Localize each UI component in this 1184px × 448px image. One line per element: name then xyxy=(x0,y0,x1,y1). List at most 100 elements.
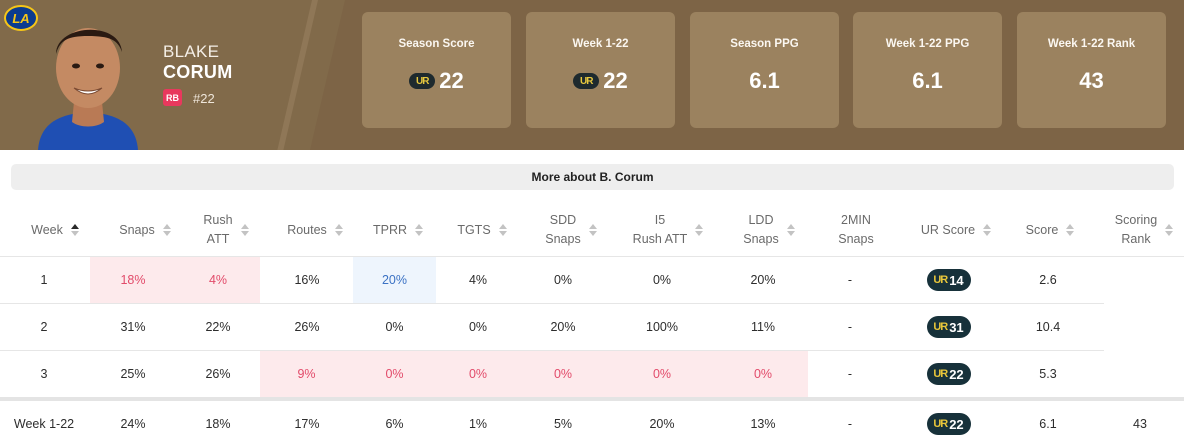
cell-rush-att: 22% xyxy=(205,320,231,334)
stat-value: 43 xyxy=(1079,68,1104,93)
cell-ldd-snaps: 11% xyxy=(750,320,776,334)
column-header-ur-score[interactable]: UR Score xyxy=(906,205,1006,255)
svg-text:LA: LA xyxy=(12,11,29,26)
cell-rush-att: 26% xyxy=(205,367,231,381)
sort-icon[interactable] xyxy=(588,224,597,236)
ur-logo-icon: UR xyxy=(933,321,948,333)
stat-label: Week 1-22 Rank xyxy=(1047,38,1136,50)
column-header-routes[interactable]: Routes xyxy=(270,205,360,255)
cell-scoring-rank xyxy=(1104,304,1184,350)
cell-scoring-rank xyxy=(1104,257,1184,303)
cell-rush-att: 18% xyxy=(205,417,231,431)
column-header-week[interactable]: Week xyxy=(20,205,90,255)
cell-2min-snaps: - xyxy=(847,417,853,431)
stat-value: 6.1 xyxy=(912,68,943,93)
cell-ldd-snaps: 13% xyxy=(750,417,776,431)
column-header-2min-snaps[interactable]: 2MIN Snaps xyxy=(838,213,874,246)
cell-i5-rush-att: 100% xyxy=(646,320,678,334)
ur-logo-icon: UR xyxy=(573,73,600,89)
sort-icon[interactable] xyxy=(334,224,343,236)
cell-ldd-snaps: 20% xyxy=(750,273,776,287)
stat-card-week-rank: Week 1-22 Rank 43 xyxy=(1017,12,1166,128)
cell-ur-score: UR 31 xyxy=(892,304,1006,350)
cell-routes: 17% xyxy=(294,417,320,431)
jersey-number: #22 xyxy=(193,91,215,106)
sort-icon[interactable] xyxy=(1165,224,1174,236)
sort-icon[interactable] xyxy=(240,224,249,236)
cell-snaps: 18% xyxy=(90,257,176,303)
cell-ur-score: UR 22 xyxy=(892,351,1006,397)
cell-scoring-rank xyxy=(1104,351,1184,397)
cell-sdd-snaps: 0% xyxy=(553,273,573,287)
sort-icon[interactable] xyxy=(498,224,507,236)
cell-sdd-snaps: 5% xyxy=(553,417,573,431)
sort-icon[interactable] xyxy=(983,224,992,236)
sort-asc-icon[interactable] xyxy=(70,224,79,236)
column-header-tprr[interactable]: TPRR xyxy=(356,205,440,255)
ur-logo-icon: UR xyxy=(933,368,948,380)
divider xyxy=(0,256,1184,257)
cell-tprr: 6% xyxy=(385,417,404,431)
team-logo-icon: LA xyxy=(4,5,38,31)
cell-tgts: 1% xyxy=(468,417,488,431)
stat-card-season-score: Season Score UR 22 xyxy=(362,12,511,128)
cell-i5-rush-att: 0% xyxy=(652,273,672,287)
cell-score: 2.6 xyxy=(1039,273,1057,287)
cell-week: 1 xyxy=(40,273,48,287)
ur-score-pill: UR 22 xyxy=(927,413,971,435)
total-divider xyxy=(0,397,1184,401)
cell-scoring-rank: 43 xyxy=(1133,417,1147,431)
cell-2min-snaps: - xyxy=(847,320,853,334)
column-header-sdd-snaps[interactable]: SDD Snaps xyxy=(526,205,616,255)
player-photo xyxy=(38,28,138,150)
cell-score: 10.4 xyxy=(1035,320,1061,334)
position-badge: RB xyxy=(163,89,182,106)
cell-tgts: 4% xyxy=(468,273,488,287)
sort-icon[interactable] xyxy=(695,224,704,236)
more-about-button[interactable]: More about B. Corum xyxy=(11,164,1174,190)
sort-icon[interactable] xyxy=(415,224,424,236)
cell-routes: 26% xyxy=(294,320,320,334)
ur-logo-icon: UR xyxy=(933,274,948,286)
cell-tgts: 0% xyxy=(436,351,520,397)
cell-week-total: Week 1-22 xyxy=(13,417,75,431)
cell-i5-rush-att: 20% xyxy=(649,417,675,431)
cell-ur-score: UR 14 xyxy=(892,257,1006,303)
stat-label: Week 1-22 xyxy=(572,38,629,50)
ur-score-pill: UR 22 xyxy=(927,363,971,385)
cell-tprr: 0% xyxy=(353,351,436,397)
column-header-rush-att[interactable]: Rush ATT xyxy=(186,205,266,255)
column-header-i5-rush-att[interactable]: I5 Rush ATT xyxy=(620,205,716,255)
cell-snaps: 31% xyxy=(120,320,146,334)
ur-score-pill: UR 14 xyxy=(927,269,971,291)
cell-tgts: 0% xyxy=(468,320,488,334)
cell-week: 3 xyxy=(40,367,48,381)
cell-routes: 9% xyxy=(260,351,353,397)
sort-icon[interactable] xyxy=(786,224,795,236)
sort-icon[interactable] xyxy=(1066,224,1075,236)
stat-value: 6.1 xyxy=(749,68,780,93)
cell-tprr: 0% xyxy=(385,320,404,334)
column-header-tgts[interactable]: TGTS xyxy=(440,205,524,255)
sort-icon[interactable] xyxy=(162,224,171,236)
cell-sdd-snaps: 20% xyxy=(550,320,576,334)
column-header-score[interactable]: Score xyxy=(1010,205,1090,255)
cell-ldd-snaps: 0% xyxy=(718,351,808,397)
cell-week: 2 xyxy=(40,320,48,334)
stat-label: Season Score xyxy=(398,38,475,50)
ur-logo-icon: UR xyxy=(409,73,436,89)
cell-2min-snaps: - xyxy=(847,273,853,287)
stat-card-week-ppg: Week 1-22 PPG 6.1 xyxy=(853,12,1002,128)
cell-snaps: 25% xyxy=(120,367,146,381)
cell-ur-score: UR 22 xyxy=(892,401,1006,447)
stat-card-season-ppg: Season PPG 6.1 xyxy=(690,12,839,128)
player-header: LA BLAKE CORUM RB #22 Season Score UR 22… xyxy=(0,0,1184,150)
ur-logo-icon: UR xyxy=(933,418,948,430)
column-header-ldd-snaps[interactable]: LDD Snaps xyxy=(724,205,814,255)
cell-rush-att: 4% xyxy=(176,257,260,303)
divider xyxy=(0,350,1104,351)
player-first-name: BLAKE xyxy=(163,42,220,61)
column-header-snaps[interactable]: Snaps xyxy=(100,205,190,255)
column-header-scoring-rank[interactable]: Scoring Rank xyxy=(1104,205,1184,255)
player-last-name: CORUM xyxy=(163,62,233,82)
